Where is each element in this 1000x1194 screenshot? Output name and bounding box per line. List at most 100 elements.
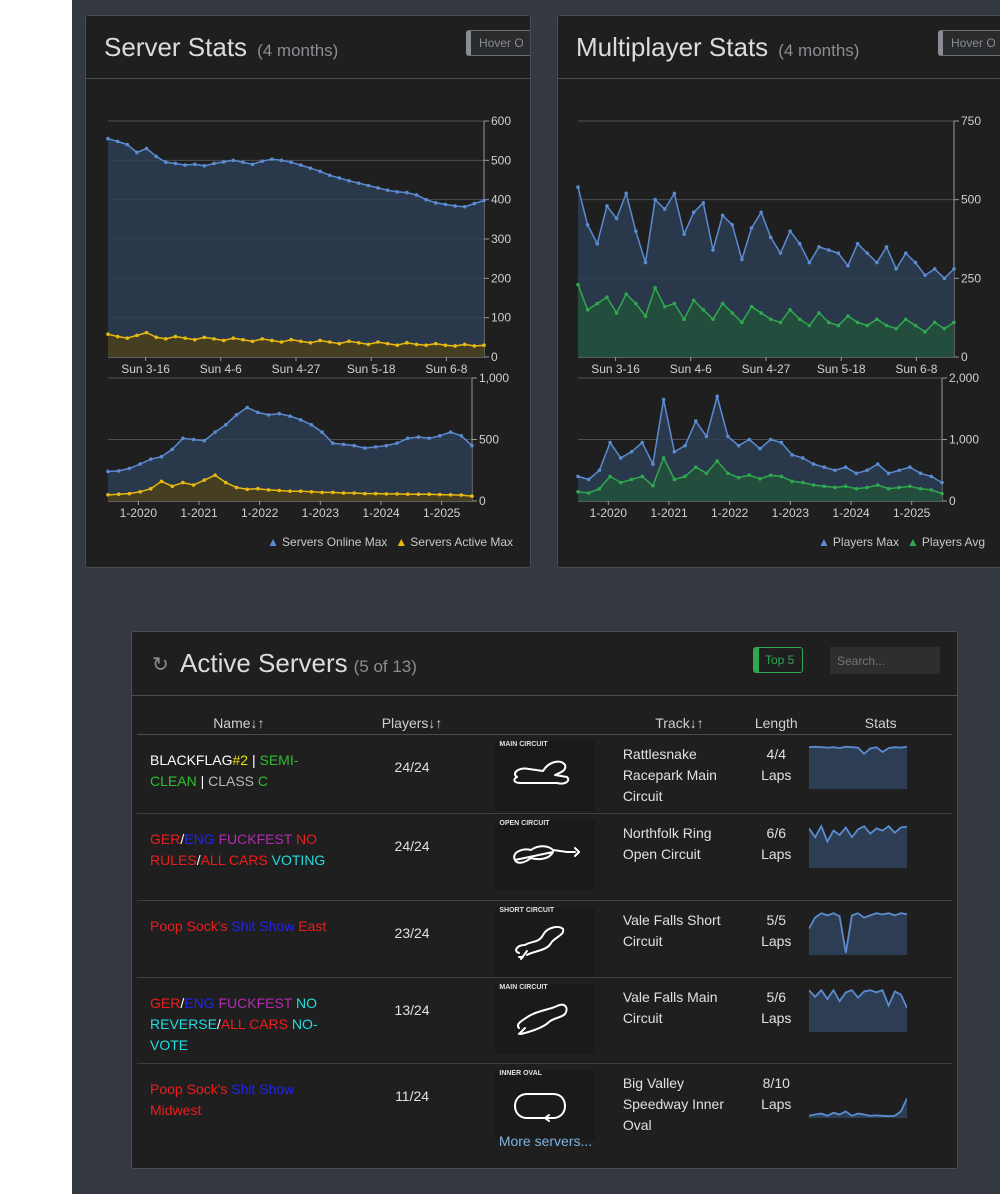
data-point (672, 191, 677, 196)
legend-item[interactable]: ▲ Servers Active Max (395, 535, 513, 549)
data-point (443, 343, 448, 348)
data-point (720, 213, 725, 218)
data-point (952, 320, 956, 325)
table-row[interactable]: Poop Sock's Shit Show East 23/24 SHORT CIR… (137, 900, 952, 978)
data-point (221, 160, 226, 164)
data-point (855, 241, 860, 246)
server-name-cell[interactable]: Poop Sock's Shit Show Midwest (137, 1064, 341, 1164)
data-point (405, 492, 410, 497)
data-point (266, 488, 271, 492)
chart-legend[interactable]: ▲ Servers Online Max ▲ Servers Active Max (267, 535, 513, 549)
data-point (605, 204, 609, 208)
data-point (747, 473, 752, 477)
legend-item[interactable]: ▲ Servers Online Max (267, 535, 387, 549)
track-name-cell[interactable]: Vale Falls Main Circuit (615, 977, 744, 1064)
data-point (192, 337, 197, 342)
data-point (779, 440, 784, 445)
data-point (320, 430, 324, 434)
chart-legend[interactable]: ▲ Players Max ▲ Players Avg (818, 535, 985, 549)
data-point (115, 139, 120, 144)
data-point (149, 457, 153, 461)
data-point (801, 480, 805, 485)
data-point (758, 477, 762, 481)
legend-item[interactable]: ▲ Players Max (818, 535, 899, 549)
table-row[interactable]: GER/ENG FUCKFEST NO REVERSE/ALL CARS NO-… (137, 977, 952, 1064)
data-point (643, 314, 648, 318)
data-point (395, 343, 400, 348)
track-name[interactable]: Northfolk Ring Open Circuit (622, 825, 712, 862)
more-servers-link[interactable]: More servers... (498, 1133, 593, 1149)
track-map-label: MAIN CIRCUIT (499, 984, 548, 991)
data-point (846, 263, 850, 268)
data-point (202, 438, 207, 443)
data-point (726, 434, 730, 439)
table-row[interactable]: Poop Sock's Shit Show Midwest 11/24 INNER … (137, 1064, 952, 1164)
server-name-segment: Midwest (150, 1102, 202, 1118)
y-tick-label: 0 (949, 494, 956, 508)
server-name-cell[interactable]: GER/ENG FUCKFEST NO RULES/ALL CARS VOTIN… (137, 813, 341, 901)
data-point (672, 301, 677, 306)
data-point (298, 489, 303, 493)
data-point (308, 166, 313, 170)
hover-toggle[interactable]: Hover O (466, 30, 530, 56)
stats-cell (809, 1064, 952, 1164)
server-name-cell[interactable]: BLACKFLAG#2 | SEMI-CLEAN | CLASS C (137, 734, 341, 814)
data-point (903, 251, 908, 255)
column-header-name[interactable]: Name↓↑ (137, 712, 341, 735)
data-point (266, 413, 271, 417)
data-point (918, 486, 923, 491)
refresh-icon[interactable]: ↻ (152, 654, 169, 676)
table-row[interactable]: GER/ENG FUCKFEST NO RULES/ALL CARS VOTIN… (137, 813, 952, 901)
x-tick-label: Sun 4-27 (742, 362, 791, 376)
top5-toggle[interactable]: Top 5 (753, 647, 803, 673)
legend-item[interactable]: ▲ Players Avg (907, 535, 985, 549)
data-point (875, 483, 880, 487)
data-point (405, 190, 409, 195)
server-name-cell[interactable]: Poop Sock's Shit Show East (137, 900, 341, 978)
data-point (884, 323, 889, 328)
x-tick-label: Sun 6-8 (425, 362, 467, 376)
search-input[interactable] (830, 647, 940, 674)
data-point (309, 422, 314, 427)
track-name[interactable]: Rattlesnake Racepark Main Circuit (622, 746, 717, 804)
server-name-segment: NO-VOTE (150, 1016, 318, 1053)
data-point (811, 462, 816, 466)
track-name[interactable]: Vale Falls Short Circuit (622, 912, 721, 949)
data-point (884, 245, 889, 249)
data-point (448, 430, 453, 434)
data-point (619, 480, 623, 485)
track-name-cell[interactable]: Northfolk Ring Open Circuit (615, 813, 744, 901)
data-point (212, 337, 216, 341)
data-point (462, 342, 467, 347)
data-point (624, 191, 629, 196)
laps-unit: Laps (761, 1010, 792, 1026)
data-point (279, 158, 284, 163)
column-header-players[interactable]: Players↓↑ (340, 712, 484, 735)
server-name-segment: C (257, 773, 269, 789)
panel-subtitle: (4 months) (257, 41, 339, 60)
server-name-segment: GER (150, 995, 181, 1011)
data-point (651, 483, 655, 488)
track-name-cell[interactable]: Rattlesnake Racepark Main Circuit (615, 734, 744, 814)
hover-toggle[interactable]: Hover O (938, 30, 1000, 56)
data-point (778, 320, 783, 325)
data-point (299, 339, 303, 344)
track-name-cell[interactable]: Big Valley Speedway Inner Oval (616, 1064, 743, 1164)
data-point (373, 491, 378, 496)
multiplayer-stats-charts: 0 250 500 750 Sun 3-16 Sun 4-6 Sun 4-27 Sun 5-1… (576, 114, 981, 520)
x-tick-label: Sun 4-27 (272, 362, 321, 376)
data-point (749, 304, 754, 309)
track-map: MAIN CIRCUIT (495, 741, 596, 811)
data-point (585, 223, 590, 227)
data-point (138, 489, 142, 494)
track-name[interactable]: Big Valley Speedway Inner Oval (622, 1075, 724, 1133)
track-name-cell[interactable]: Vale Falls Short Circuit (615, 900, 744, 978)
server-name-cell[interactable]: GER/ENG FUCKFEST NO REVERSE/ALL CARS NO-… (137, 977, 341, 1064)
track-name[interactable]: Vale Falls Main Circuit (622, 989, 718, 1026)
column-header-track[interactable]: Track↓↑ (615, 712, 744, 735)
server-name-segment: ALL CARS (220, 1016, 292, 1032)
data-point (352, 443, 357, 448)
table-row[interactable]: BLACKFLAG#2 | SEMI-CLEAN | CLASS C 24/24 M… (137, 734, 952, 814)
data-point (448, 493, 453, 497)
data-point (279, 340, 284, 344)
